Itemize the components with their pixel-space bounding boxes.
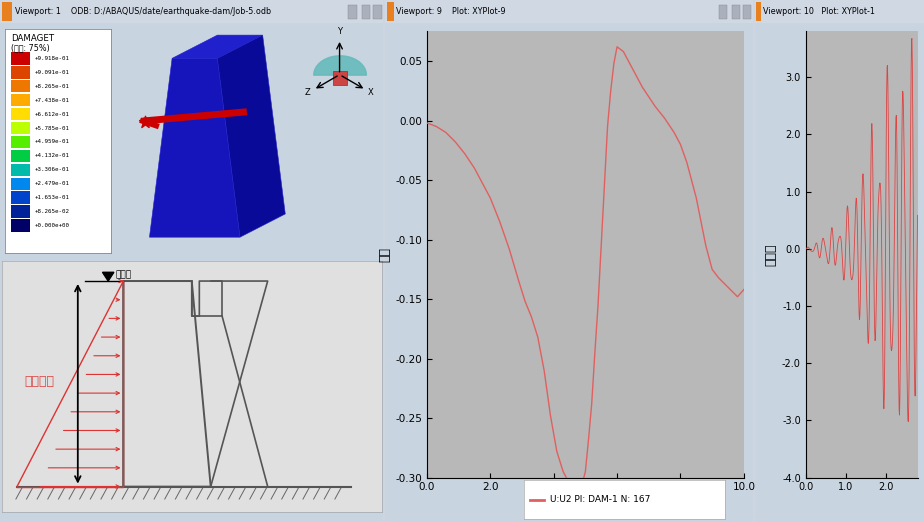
Text: +5.785e-01: +5.785e-01 bbox=[34, 125, 69, 130]
Text: +0.000e+00: +0.000e+00 bbox=[34, 223, 69, 228]
Bar bbox=[11, 205, 30, 218]
Text: +1.653e-01: +1.653e-01 bbox=[34, 195, 69, 200]
Bar bbox=[11, 219, 30, 232]
Bar bbox=[743, 5, 751, 19]
Bar bbox=[719, 5, 727, 19]
Text: (平均: 75%): (平均: 75%) bbox=[11, 43, 50, 52]
Bar bbox=[361, 5, 370, 19]
Bar bbox=[11, 150, 30, 162]
Text: 水位线: 水位线 bbox=[116, 270, 132, 279]
Text: +7.438e-01: +7.438e-01 bbox=[34, 98, 69, 103]
Text: +8.265e-01: +8.265e-01 bbox=[34, 84, 69, 89]
Polygon shape bbox=[217, 35, 286, 237]
Bar bbox=[11, 122, 30, 134]
Bar bbox=[348, 5, 357, 19]
Text: +6.612e-01: +6.612e-01 bbox=[34, 112, 69, 116]
Bar bbox=[11, 80, 30, 92]
Text: +2.479e-01: +2.479e-01 bbox=[34, 181, 69, 186]
Text: DAMAGET: DAMAGET bbox=[11, 34, 55, 43]
Y-axis label: 位移: 位移 bbox=[378, 247, 391, 262]
Bar bbox=[11, 192, 30, 204]
Bar bbox=[2, 3, 11, 21]
Bar bbox=[333, 70, 346, 85]
Text: Viewport: 10   Plot: XYPlot-1: Viewport: 10 Plot: XYPlot-1 bbox=[762, 7, 874, 16]
Text: U:U2 PI: DAM-1 N: 167: U:U2 PI: DAM-1 N: 167 bbox=[550, 495, 650, 504]
Text: +9.091e-01: +9.091e-01 bbox=[34, 70, 69, 75]
Text: +8.265e-02: +8.265e-02 bbox=[34, 209, 69, 214]
Bar bbox=[373, 5, 382, 19]
Text: Viewport: 1    ODB: D:/ABAQUS/date/earthquake-dam/Job-5.odb: Viewport: 1 ODB: D:/ABAQUS/date/earthqua… bbox=[15, 7, 271, 16]
Bar bbox=[756, 3, 761, 21]
Text: Z: Z bbox=[305, 88, 310, 98]
Text: +9.918e-01: +9.918e-01 bbox=[34, 56, 69, 61]
Polygon shape bbox=[172, 35, 262, 58]
Text: +4.132e-01: +4.132e-01 bbox=[34, 153, 69, 158]
Bar bbox=[11, 66, 30, 78]
Bar bbox=[11, 94, 30, 106]
Bar bbox=[11, 163, 30, 176]
Polygon shape bbox=[103, 272, 114, 281]
Text: 静水压力: 静水压力 bbox=[25, 375, 55, 388]
Text: Y: Y bbox=[337, 27, 342, 36]
Polygon shape bbox=[150, 58, 240, 237]
Text: +3.306e-01: +3.306e-01 bbox=[34, 167, 69, 172]
X-axis label: ??: ?? bbox=[579, 496, 591, 507]
Bar bbox=[11, 177, 30, 190]
Bar bbox=[11, 108, 30, 120]
Bar bbox=[11, 136, 30, 148]
Point bbox=[138, 118, 152, 126]
Bar bbox=[732, 5, 740, 19]
Text: Viewport: 9    Plot: XYPlot-9: Viewport: 9 Plot: XYPlot-9 bbox=[396, 7, 506, 16]
Y-axis label: 加速度: 加速度 bbox=[765, 243, 778, 266]
Text: X: X bbox=[368, 88, 373, 98]
Text: +4.959e-01: +4.959e-01 bbox=[34, 139, 69, 145]
Bar bbox=[11, 52, 30, 65]
Bar bbox=[387, 3, 394, 21]
